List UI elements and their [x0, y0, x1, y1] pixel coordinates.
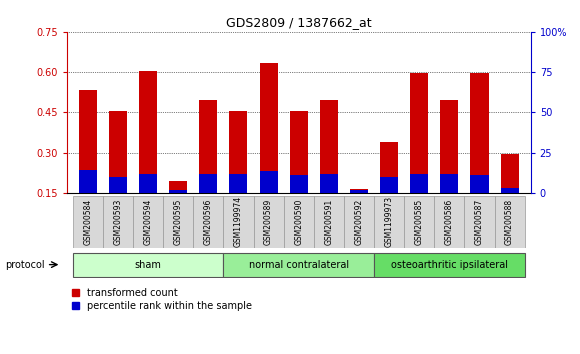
- Bar: [109, 177, 127, 193]
- Bar: [79, 90, 97, 193]
- Bar: [470, 74, 488, 193]
- Text: GSM200591: GSM200591: [324, 199, 334, 245]
- Text: GSM200586: GSM200586: [445, 199, 454, 245]
- Bar: [169, 190, 187, 193]
- Text: GSM200590: GSM200590: [294, 199, 303, 245]
- Text: GSM200589: GSM200589: [264, 199, 273, 245]
- Text: protocol: protocol: [5, 259, 45, 270]
- Bar: [139, 71, 157, 193]
- Bar: [230, 111, 248, 193]
- Bar: [380, 177, 398, 193]
- Bar: [79, 170, 97, 193]
- Bar: [380, 142, 398, 193]
- Text: sham: sham: [135, 259, 161, 270]
- Bar: [501, 188, 519, 193]
- Bar: [72, 253, 223, 276]
- Text: GSM200594: GSM200594: [144, 199, 153, 245]
- Text: GSM200588: GSM200588: [505, 199, 514, 245]
- Bar: [103, 196, 133, 248]
- Text: GSM200584: GSM200584: [84, 199, 92, 245]
- Bar: [259, 171, 278, 193]
- Bar: [501, 154, 519, 193]
- Bar: [314, 196, 344, 248]
- Bar: [200, 174, 218, 193]
- Bar: [410, 74, 428, 193]
- Bar: [434, 196, 465, 248]
- Bar: [465, 196, 495, 248]
- Bar: [223, 253, 374, 276]
- Bar: [289, 176, 308, 193]
- Bar: [169, 181, 187, 193]
- Legend: transformed count, percentile rank within the sample: transformed count, percentile rank withi…: [71, 288, 252, 311]
- Bar: [495, 196, 525, 248]
- Bar: [404, 196, 434, 248]
- Text: GSM200596: GSM200596: [204, 199, 213, 245]
- Bar: [109, 111, 127, 193]
- Bar: [440, 100, 458, 193]
- Bar: [133, 196, 163, 248]
- Bar: [139, 174, 157, 193]
- Bar: [253, 196, 284, 248]
- Bar: [320, 174, 338, 193]
- Bar: [410, 174, 428, 193]
- Bar: [320, 100, 338, 193]
- Text: GSM200592: GSM200592: [354, 199, 364, 245]
- Bar: [374, 253, 525, 276]
- Bar: [440, 174, 458, 193]
- Bar: [289, 111, 308, 193]
- Bar: [223, 196, 253, 248]
- Text: normal contralateral: normal contralateral: [249, 259, 349, 270]
- Title: GDS2809 / 1387662_at: GDS2809 / 1387662_at: [226, 16, 372, 29]
- Bar: [284, 196, 314, 248]
- Bar: [200, 100, 218, 193]
- Bar: [470, 176, 488, 193]
- Text: GSM200595: GSM200595: [173, 199, 183, 245]
- Text: GSM1199974: GSM1199974: [234, 196, 243, 247]
- Bar: [374, 196, 404, 248]
- Bar: [344, 196, 374, 248]
- Text: GSM1199973: GSM1199973: [385, 196, 394, 247]
- Bar: [259, 63, 278, 193]
- Bar: [350, 190, 368, 193]
- Text: GSM200585: GSM200585: [415, 199, 424, 245]
- Bar: [72, 196, 103, 248]
- Text: GSM200587: GSM200587: [475, 199, 484, 245]
- Text: GSM200593: GSM200593: [114, 199, 122, 245]
- Text: osteoarthritic ipsilateral: osteoarthritic ipsilateral: [391, 259, 508, 270]
- Bar: [193, 196, 223, 248]
- Bar: [350, 189, 368, 193]
- Bar: [230, 174, 248, 193]
- Bar: [163, 196, 193, 248]
